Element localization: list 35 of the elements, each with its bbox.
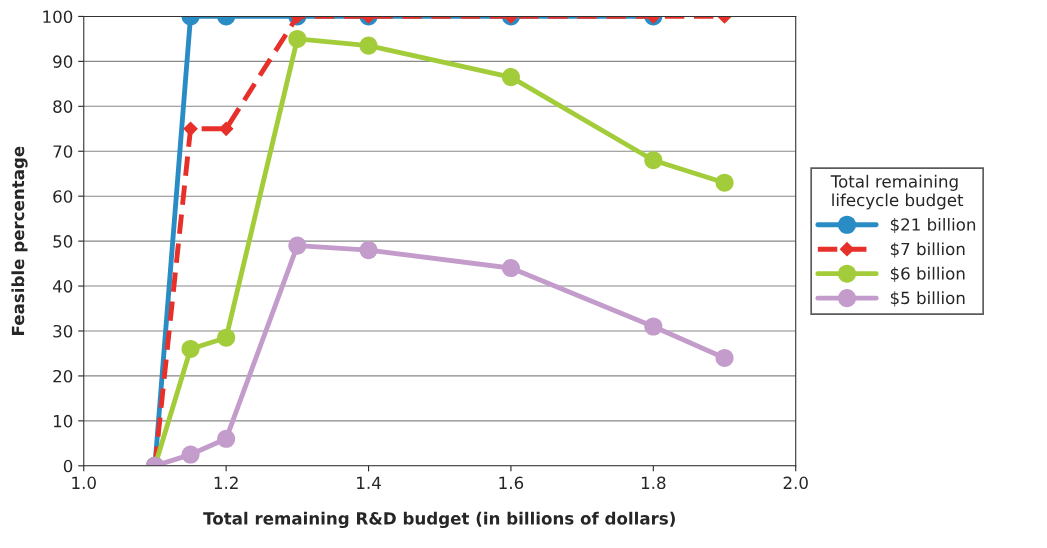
x-tick-label: 1.4 — [357, 476, 381, 489]
point — [181, 339, 200, 358]
legend-title: Total remaining lifecycle budget — [830, 174, 964, 210]
x-tick-label: 1.6 — [499, 476, 524, 490]
x-axis-title: Total remaining R&D budget (in billions of dollars) — [203, 511, 675, 529]
point — [217, 429, 236, 448]
legend-label: $5 billion — [890, 291, 965, 307]
point — [644, 151, 663, 170]
legend-label: $7 billion — [890, 242, 965, 258]
x-tick-label: 2.0 — [783, 476, 808, 490]
point — [644, 317, 663, 336]
y-tick-label: 10 — [53, 414, 73, 428]
y-tick-label: 50 — [53, 235, 73, 248]
y-tick-label: 90 — [53, 55, 73, 68]
point — [715, 173, 734, 192]
legend-label: $6 billion — [890, 266, 965, 282]
y-tick-label: 20 — [53, 369, 73, 383]
x-tick-label: 1.2 — [214, 476, 238, 489]
point — [715, 348, 734, 367]
point — [217, 328, 236, 347]
point — [359, 241, 378, 260]
point — [181, 445, 200, 464]
y-tick-label: 100 — [43, 10, 73, 24]
point — [501, 259, 520, 278]
x-tick-label: 1.8 — [641, 476, 666, 490]
y-tick-label: 30 — [53, 324, 73, 338]
point — [288, 236, 307, 255]
y-tick-label: 80 — [53, 100, 73, 113]
y-tick-label: 70 — [53, 145, 73, 158]
y-axis-title: Feasible percentage — [11, 146, 28, 335]
y-tick-label: 0 — [63, 459, 73, 473]
legend-label: $21 billion — [890, 217, 976, 234]
y-tick-label: 40 — [52, 280, 73, 293]
y-tick-label: 60 — [53, 190, 73, 203]
x-tick-label: 1.0 — [72, 476, 96, 490]
